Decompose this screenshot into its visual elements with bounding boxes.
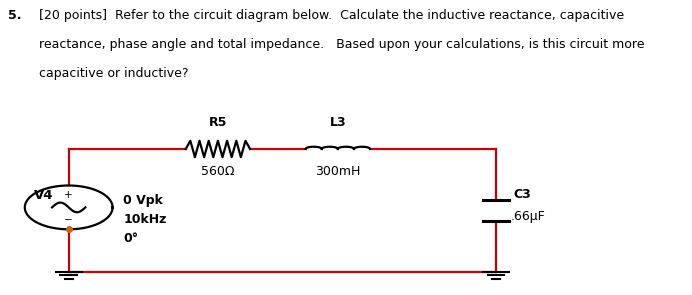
Text: 0 Vpk: 0 Vpk — [123, 194, 163, 206]
Text: reactance, phase angle and total impedance.   Based upon your calculations, is t: reactance, phase angle and total impedan… — [39, 38, 645, 51]
Text: .66μF: .66μF — [511, 210, 545, 223]
Text: [20 points]  Refer to the circuit diagram below.  Calculate the inductive reacta: [20 points] Refer to the circuit diagram… — [39, 9, 625, 22]
Text: R5: R5 — [209, 116, 227, 129]
Text: L3: L3 — [329, 116, 346, 129]
Text: capacitive or inductive?: capacitive or inductive? — [39, 67, 189, 80]
Text: −: − — [64, 215, 73, 225]
Text: 300mH: 300mH — [315, 165, 361, 178]
Text: +: + — [64, 190, 73, 200]
Text: 560Ω: 560Ω — [201, 165, 235, 178]
Text: 5.: 5. — [8, 9, 22, 22]
Text: 0°: 0° — [123, 232, 138, 245]
Text: 10kHz: 10kHz — [123, 213, 167, 226]
Text: C3: C3 — [513, 188, 531, 201]
Text: V4: V4 — [35, 189, 54, 202]
